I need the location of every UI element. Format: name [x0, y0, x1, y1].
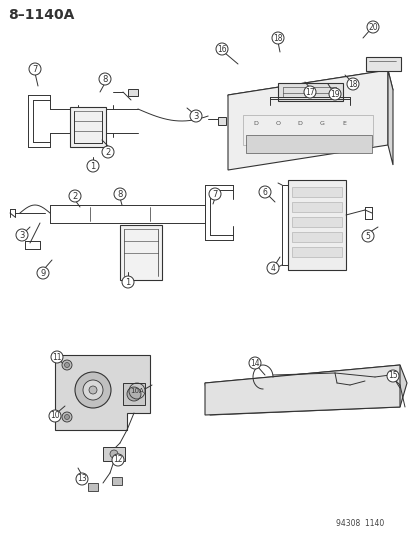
- Text: 18: 18: [273, 34, 282, 43]
- Circle shape: [190, 110, 202, 122]
- Bar: [218, 117, 225, 125]
- Text: 18: 18: [347, 79, 357, 88]
- Text: 3: 3: [19, 230, 25, 239]
- Text: 6: 6: [262, 188, 267, 197]
- Bar: [287, 180, 345, 270]
- Bar: [291, 217, 341, 227]
- Bar: [277, 83, 342, 101]
- Text: 16: 16: [217, 44, 226, 53]
- Circle shape: [209, 188, 221, 200]
- Text: 10A: 10A: [130, 388, 144, 394]
- Text: 94308  1140: 94308 1140: [335, 520, 383, 529]
- Bar: [291, 202, 341, 212]
- Bar: [291, 187, 341, 197]
- Text: 12: 12: [113, 456, 122, 464]
- Text: D: D: [297, 120, 302, 125]
- Polygon shape: [387, 70, 392, 165]
- Text: D: D: [253, 120, 258, 125]
- Bar: [70, 107, 106, 147]
- Circle shape: [64, 415, 69, 419]
- Circle shape: [346, 78, 358, 90]
- Circle shape: [62, 360, 72, 370]
- Text: E: E: [341, 120, 345, 125]
- Text: 8: 8: [117, 190, 122, 198]
- Text: 2: 2: [72, 191, 78, 200]
- Circle shape: [75, 372, 111, 408]
- Circle shape: [366, 21, 378, 33]
- Circle shape: [361, 230, 373, 242]
- Bar: [242, 115, 372, 145]
- Bar: [291, 232, 341, 242]
- Circle shape: [303, 86, 315, 98]
- Circle shape: [386, 370, 398, 382]
- Bar: [128, 89, 138, 96]
- Circle shape: [102, 146, 114, 158]
- Bar: [120, 225, 161, 280]
- Circle shape: [64, 362, 69, 367]
- Bar: [103, 447, 125, 461]
- Text: 1: 1: [90, 161, 95, 171]
- Text: 8–1140A: 8–1140A: [8, 8, 74, 22]
- Polygon shape: [228, 70, 387, 170]
- Bar: [291, 247, 341, 257]
- Polygon shape: [204, 365, 399, 415]
- Text: 15: 15: [387, 372, 397, 381]
- Circle shape: [89, 386, 97, 394]
- Text: 3: 3: [193, 111, 198, 120]
- Text: 9: 9: [40, 269, 45, 278]
- Text: 11: 11: [52, 352, 62, 361]
- Circle shape: [266, 262, 278, 274]
- Text: G: G: [319, 120, 324, 125]
- Circle shape: [87, 160, 99, 172]
- Circle shape: [112, 454, 124, 466]
- Circle shape: [271, 32, 283, 44]
- Bar: [365, 57, 400, 71]
- Circle shape: [114, 188, 126, 200]
- Text: 8: 8: [102, 75, 107, 84]
- Circle shape: [16, 229, 28, 241]
- Circle shape: [69, 190, 81, 202]
- Circle shape: [83, 380, 103, 400]
- Circle shape: [110, 450, 118, 458]
- Bar: [245, 135, 371, 153]
- Circle shape: [51, 351, 63, 363]
- Bar: [123, 383, 145, 405]
- Bar: [88, 483, 98, 491]
- Text: 10: 10: [50, 411, 59, 421]
- Circle shape: [122, 276, 134, 288]
- Polygon shape: [204, 365, 406, 415]
- Circle shape: [99, 73, 111, 85]
- Text: 20: 20: [367, 22, 377, 31]
- Text: 1: 1: [125, 278, 131, 287]
- Circle shape: [62, 412, 72, 422]
- Text: 13: 13: [77, 474, 87, 483]
- Circle shape: [216, 43, 228, 55]
- Text: O: O: [275, 120, 280, 125]
- Text: 14: 14: [249, 359, 259, 367]
- Text: 7: 7: [32, 64, 38, 74]
- Circle shape: [248, 357, 260, 369]
- Text: 7: 7: [212, 190, 217, 198]
- Text: 2: 2: [105, 148, 110, 157]
- Circle shape: [127, 387, 141, 401]
- Circle shape: [259, 186, 271, 198]
- Text: 5: 5: [365, 231, 370, 240]
- Circle shape: [76, 473, 88, 485]
- Circle shape: [49, 410, 61, 422]
- Text: 4: 4: [270, 263, 275, 272]
- Text: 19: 19: [330, 90, 339, 99]
- Polygon shape: [228, 70, 392, 115]
- Circle shape: [37, 267, 49, 279]
- Circle shape: [328, 88, 340, 100]
- Polygon shape: [55, 355, 150, 430]
- Circle shape: [29, 63, 41, 75]
- Bar: [112, 477, 122, 485]
- Text: 17: 17: [304, 87, 314, 96]
